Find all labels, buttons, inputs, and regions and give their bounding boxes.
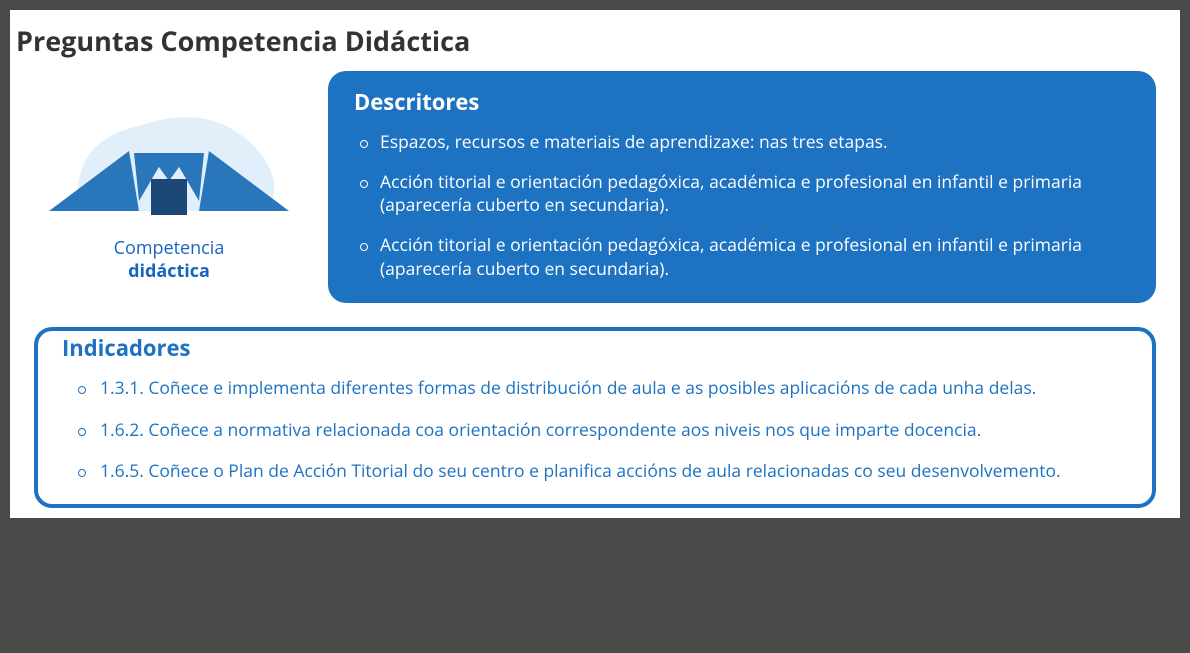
illustration-column: Competencia didáctica (34, 71, 304, 282)
top-row: Competencia didáctica Descritores Espazo… (34, 71, 1156, 303)
descriptores-item: Espazos, recursos e materiais de aprendi… (354, 131, 1130, 155)
page-container: Preguntas Competencia Didáctica (10, 10, 1180, 518)
page-title: Preguntas Competencia Didáctica (10, 10, 1180, 71)
illustration-label: Competencia didáctica (114, 237, 225, 282)
descriptores-item: Acción titorial e orientación pedagóxica… (354, 234, 1130, 281)
indicadores-list: 1.3.1. Coñece e implementa diferentes fo… (58, 377, 1132, 484)
content-wrap: Competencia didáctica Descritores Espazo… (10, 71, 1180, 518)
indicadores-heading: Indicadores (58, 333, 1132, 363)
descriptores-list: Espazos, recursos e materiais de aprendi… (354, 131, 1130, 281)
descriptores-box: Descritores Espazos, recursos e materiai… (328, 71, 1156, 303)
indicadores-item: 1.6.2. Coñece a normativa relacionada co… (76, 419, 1132, 443)
illustration-label-line1: Competencia (114, 236, 225, 260)
descriptores-heading: Descritores (354, 87, 1130, 117)
indicadores-box: Indicadores 1.3.1. Coñece e implementa d… (34, 327, 1156, 508)
competencia-illustration-icon (39, 91, 299, 231)
descriptores-item: Acción titorial e orientación pedagóxica… (354, 171, 1130, 218)
illustration-label-line2: didáctica (128, 259, 210, 283)
indicadores-item: 1.3.1. Coñece e implementa diferentes fo… (76, 377, 1132, 401)
indicadores-item: 1.6.5. Coñece o Plan de Acción Titorial … (76, 460, 1132, 484)
